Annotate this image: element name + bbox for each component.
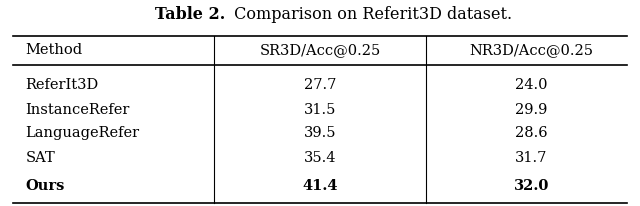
Text: 31.7: 31.7	[515, 151, 547, 165]
Text: InstanceRefer: InstanceRefer	[26, 103, 130, 117]
Text: 28.6: 28.6	[515, 126, 547, 140]
Text: 24.0: 24.0	[515, 78, 547, 92]
Text: Comparison on Referit3D dataset.: Comparison on Referit3D dataset.	[229, 6, 512, 23]
Text: 27.7: 27.7	[304, 78, 336, 92]
Text: 35.4: 35.4	[304, 151, 336, 165]
Text: Method: Method	[26, 43, 83, 57]
Text: LanguageRefer: LanguageRefer	[26, 126, 140, 140]
Text: 29.9: 29.9	[515, 103, 547, 117]
Text: Ours: Ours	[26, 179, 65, 193]
Text: Table 2.: Table 2.	[155, 6, 225, 23]
Text: SAT: SAT	[26, 151, 55, 165]
Text: NR3D/Acc@0.25: NR3D/Acc@0.25	[469, 43, 593, 57]
Text: 32.0: 32.0	[513, 179, 549, 193]
Text: 39.5: 39.5	[304, 126, 336, 140]
Text: SR3D/Acc@0.25: SR3D/Acc@0.25	[259, 43, 381, 57]
Text: 41.4: 41.4	[302, 179, 338, 193]
Text: 31.5: 31.5	[304, 103, 336, 117]
Text: ReferIt3D: ReferIt3D	[26, 78, 99, 92]
